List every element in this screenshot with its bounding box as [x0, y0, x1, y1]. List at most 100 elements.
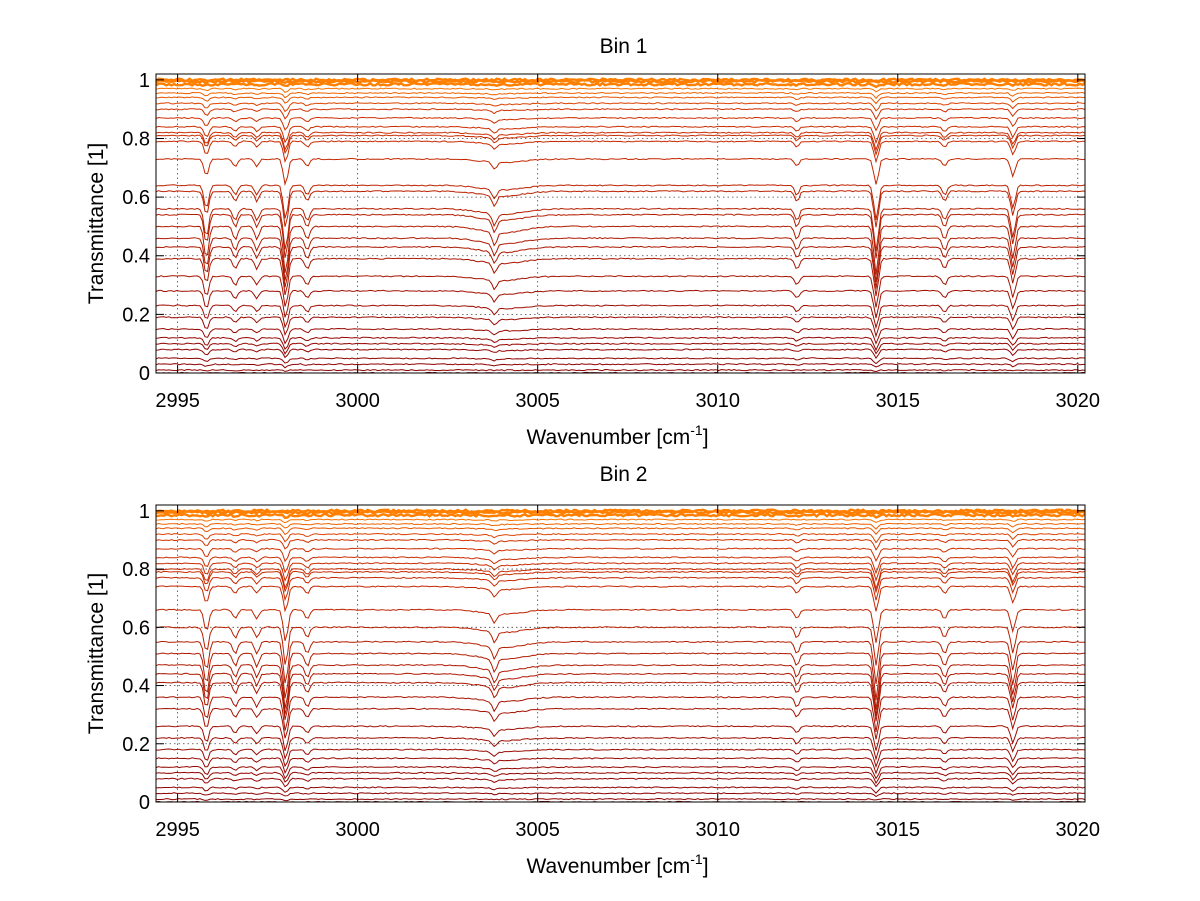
x-tick-label: 2995 [155, 390, 200, 412]
series-line [156, 567, 1085, 591]
series-line [155, 527, 1086, 536]
x-tick-label: 3005 [515, 390, 560, 412]
axes-box [155, 504, 1086, 803]
series-line [155, 696, 1086, 732]
series-line [155, 304, 1086, 330]
series-line [155, 245, 1086, 289]
y-tick-label: 0.2 [122, 304, 150, 326]
series-line [155, 225, 1086, 275]
series-line [156, 275, 1086, 308]
x-tick-label: 3000 [335, 390, 380, 412]
plot-area [156, 74, 1085, 373]
series-line [155, 556, 1086, 575]
series-line [155, 570, 1086, 594]
series-line [155, 336, 1086, 352]
y-tick-label: 0.4 [122, 246, 150, 268]
x-axis-label: Wavenumber [cm-1] [526, 422, 708, 449]
series-line [155, 797, 1086, 802]
series-line [155, 757, 1086, 775]
series-line [155, 237, 1086, 283]
series-line [155, 134, 1086, 157]
series-line [155, 725, 1086, 752]
chart-title: Bin 2 [600, 463, 648, 486]
series-line [155, 91, 1086, 100]
y-tick-label: 0.4 [122, 676, 150, 698]
series-line [155, 512, 1086, 520]
series-line [155, 707, 1085, 740]
series-line [155, 108, 1086, 121]
x-tick-label: 3020 [1056, 819, 1101, 841]
series-line [155, 777, 1086, 788]
series-line [155, 518, 1086, 524]
series-line [155, 640, 1085, 685]
y-tick-label: 0.2 [122, 734, 150, 756]
series-line [155, 125, 1086, 145]
x-tick-label: 3010 [695, 819, 740, 841]
series-line [155, 316, 1086, 338]
chart-panel-2: 2995 3000 3005 3010 3015 3020 0 0.2 0.4 0.6 0.8 1 Bi… [85, 463, 1100, 878]
series-line [155, 327, 1086, 345]
series-line [155, 342, 1086, 355]
series-line [155, 87, 1086, 93]
series-line [155, 81, 1086, 89]
series-line [155, 348, 1086, 360]
y-tick-label: 0.8 [122, 559, 150, 581]
series-line [155, 289, 1086, 319]
series-line [155, 184, 1086, 221]
series-line [155, 368, 1086, 373]
axes-box [155, 73, 1086, 374]
series-line [155, 532, 1086, 544]
x-tick-label: 3020 [1056, 390, 1101, 412]
series-line [155, 585, 1085, 613]
y-tick-label: 0 [139, 792, 150, 814]
y-tick-label: 0.8 [122, 128, 150, 150]
y-tick-label: 0.6 [122, 187, 150, 209]
series-line [155, 78, 1086, 85]
series-line [155, 681, 1086, 722]
y-axis-label: Transmittance [1] [85, 573, 108, 734]
y-axis-label: Transmittance [1] [85, 143, 108, 304]
series-line [155, 786, 1086, 794]
x-tick-label: 2995 [155, 819, 200, 841]
series-line [155, 213, 1086, 259]
series-line [155, 547, 1086, 563]
series-line [155, 357, 1086, 365]
series-line [155, 522, 1086, 530]
series-line [155, 190, 1086, 228]
series-line [155, 363, 1086, 369]
chart-title: Bin 1 [600, 35, 648, 58]
series-line [155, 257, 1086, 297]
y-tick-label: 1 [139, 70, 150, 92]
y-tick-label: 0 [139, 363, 150, 385]
series-line [155, 792, 1085, 798]
x-tick-label: 3005 [515, 819, 560, 841]
series-line [155, 140, 1086, 164]
series-line [155, 538, 1086, 551]
series-line [155, 765, 1086, 780]
series-line [155, 771, 1086, 785]
x-tick-label: 3015 [876, 819, 921, 841]
series-line [155, 207, 1086, 252]
series-line [155, 77, 1086, 83]
x-tick-label: 3015 [876, 390, 921, 412]
x-tick-label: 3000 [335, 819, 380, 841]
series-line [155, 664, 1086, 710]
series-line [155, 131, 1086, 152]
chart-panel-1: 2995 3000 3005 3010 3015 3020 0 0.2 0.4 0.6 0.8 1 Bi… [85, 35, 1100, 449]
x-tick-label: 3010 [695, 390, 740, 412]
series-line [155, 96, 1086, 105]
series-line [155, 736, 1086, 762]
series-line [155, 576, 1086, 602]
series-line [155, 102, 1086, 113]
x-axis-label: Wavenumber [cm-1] [526, 851, 708, 878]
series-line [155, 652, 1086, 701]
series-group [155, 508, 1086, 803]
series-line [155, 116, 1086, 132]
series-line [155, 672, 1085, 717]
series-line [155, 608, 1086, 643]
series-line [155, 562, 1086, 583]
y-tick-label: 1 [139, 501, 150, 523]
y-tick-label: 0.6 [122, 617, 150, 639]
series-line [155, 509, 1086, 516]
